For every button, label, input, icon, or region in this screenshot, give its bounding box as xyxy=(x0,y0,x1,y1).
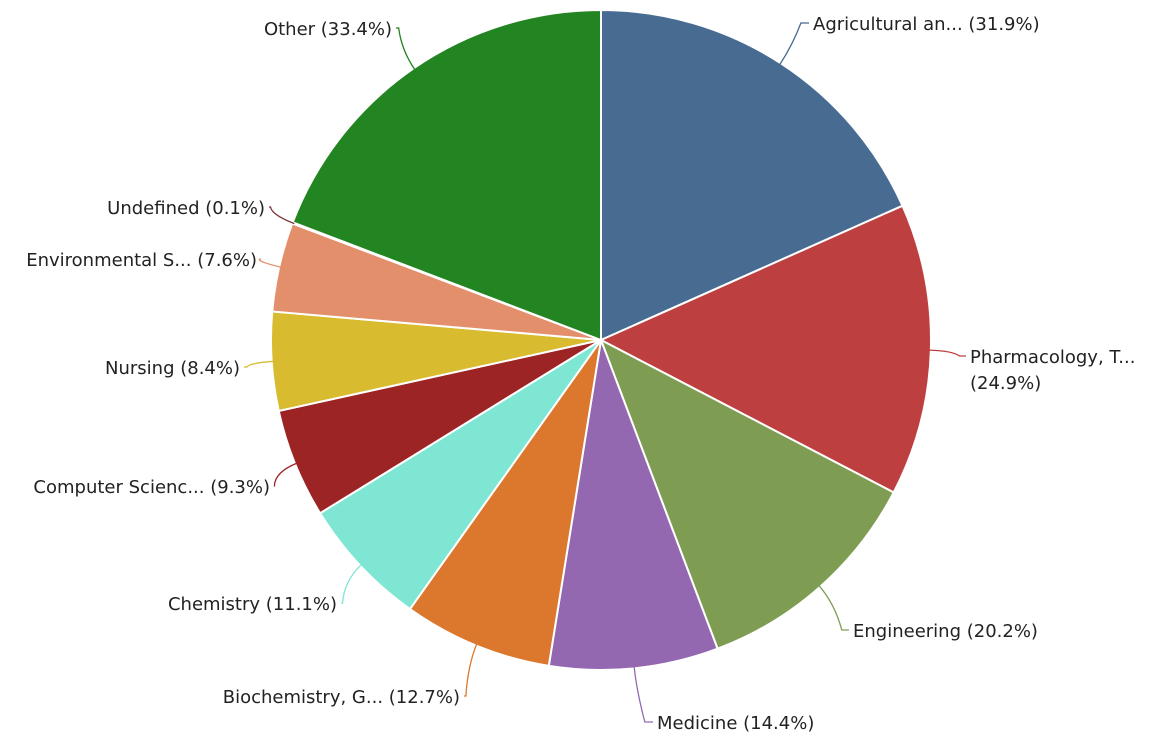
leader-line-engineering xyxy=(818,584,849,631)
leader-line-undefined xyxy=(269,206,295,225)
slice-label-biochemistry-g: Biochemistry, G... (12.7%) xyxy=(223,687,460,708)
slice-label-nursing: Nursing (8.4%) xyxy=(105,358,240,379)
slice-label-chemistry: Chemistry (11.1%) xyxy=(168,594,337,615)
label-leaders xyxy=(244,22,966,723)
leader-line-nursing xyxy=(244,360,274,368)
slice-label-medicine: Medicine (14.4%) xyxy=(657,713,814,734)
leader-line-chemistry xyxy=(341,563,363,604)
leader-line-other xyxy=(396,27,416,71)
slice-label-agricultural-an: Agricultural an... (31.9%) xyxy=(813,14,1040,35)
slice-label-pharmacology-t: Pharmacology, T... (24.9%) xyxy=(970,347,1135,394)
leader-line-medicine xyxy=(633,666,653,723)
slice-label-computer-scienc: Computer Scienc... (9.3%) xyxy=(33,477,270,498)
leader-line-pharmacology-t xyxy=(928,349,966,357)
pie-slices xyxy=(270,8,932,671)
slice-label-undefined: Undefined (0.1%) xyxy=(107,198,265,219)
slice-label-engineering: Engineering (20.2%) xyxy=(853,621,1038,642)
slice-label-other: Other (33.4%) xyxy=(264,19,392,40)
leader-line-computer-scienc xyxy=(273,462,298,487)
leader-line-biochemistry-g xyxy=(464,643,478,697)
leader-line-environmental-s xyxy=(258,258,282,268)
slice-labels: Agricultural an... (31.9%) Pharmacology, … xyxy=(26,14,1135,734)
leader-line-agricultural-an xyxy=(779,22,809,66)
slice-label-environmental-s: Environmental S... (7.6%) xyxy=(26,250,257,271)
